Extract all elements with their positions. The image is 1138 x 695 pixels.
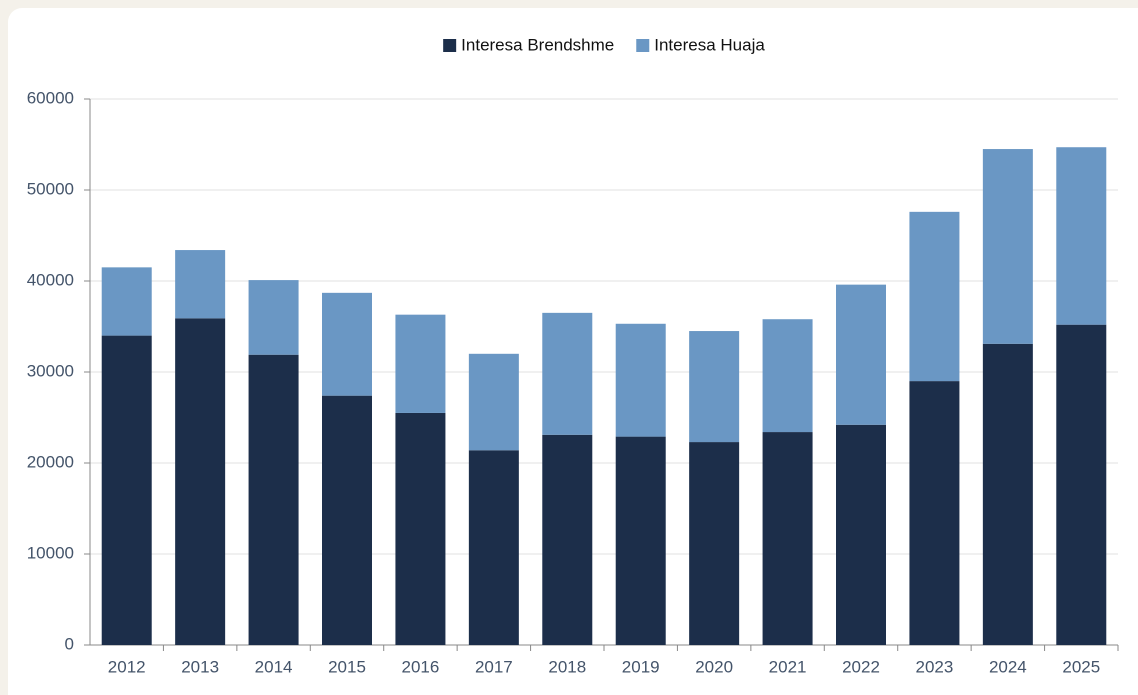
bar-segment [615,323,666,437]
bar-segment [836,284,886,425]
x-tick-label: 2012 [108,657,146,676]
bar-segment [982,343,1033,645]
x-tick-label: 2013 [181,657,219,676]
y-tick-label: 30000 [27,361,74,380]
legend-swatch [636,39,650,52]
bar-segment [762,432,813,645]
legend: Interesa Brendshme Interesa Huaja [443,35,765,54]
x-tick-label: 2024 [989,657,1027,676]
bar-segment [909,211,960,382]
bar-segment [689,331,740,443]
y-tick-label: 40000 [27,270,74,289]
x-tick-label: 2018 [548,657,586,676]
bar-segment [248,354,299,645]
bar-segment [1056,324,1107,645]
bar-segment [909,381,960,645]
bar-segment [101,335,152,645]
x-tick-label: 2022 [842,657,880,676]
bar-segment [322,292,372,396]
y-tick-label: 50000 [27,179,74,198]
bar-segment [982,149,1033,344]
legend-swatch [443,39,457,52]
bar-segment [395,412,446,645]
bar-segment [175,250,226,319]
bar-segment [101,267,152,336]
legend-label: Interesa Huaja [654,35,765,54]
x-tick-label: 2016 [402,657,440,676]
bar-segment [689,442,740,645]
bar-segment [175,318,226,645]
bar-segment [1056,147,1107,325]
legend-label: Interesa Brendshme [461,35,614,54]
y-tick-label: 10000 [27,543,74,562]
bar-segment [615,436,666,645]
x-tick-label: 2025 [1062,657,1100,676]
bar-segment [248,280,299,355]
x-tick-label: 2019 [622,657,660,676]
bar-segment [395,314,446,413]
bar-segment [322,395,372,645]
bar-segment [542,434,593,645]
x-tick-label: 2014 [255,657,293,676]
y-tick-label: 20000 [27,452,74,471]
bar-segment [762,319,813,433]
x-tick-label: 2015 [328,657,366,676]
x-tick-label: 2020 [695,657,733,676]
x-tick-label: 2017 [475,657,513,676]
y-tick-label: 0 [65,634,74,653]
x-tick-label: 2023 [916,657,954,676]
bar-segment [468,450,519,645]
bar-segment [836,424,886,645]
y-tick-label: 60000 [27,88,74,107]
bar-segment [468,353,519,451]
x-tick-label: 2021 [769,657,807,676]
bar-segment [542,312,593,435]
